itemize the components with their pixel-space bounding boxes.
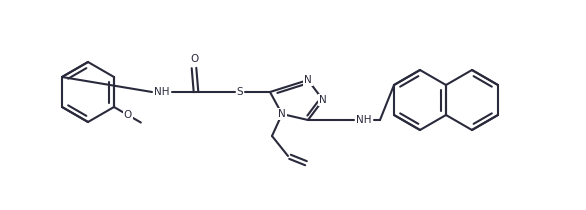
Text: N: N	[319, 95, 327, 105]
Text: N: N	[304, 75, 312, 85]
Text: O: O	[124, 110, 132, 120]
Text: O: O	[190, 54, 198, 64]
Text: NH: NH	[154, 87, 170, 97]
Text: NH: NH	[356, 115, 372, 125]
Text: S: S	[237, 87, 243, 97]
Text: N: N	[278, 109, 286, 119]
